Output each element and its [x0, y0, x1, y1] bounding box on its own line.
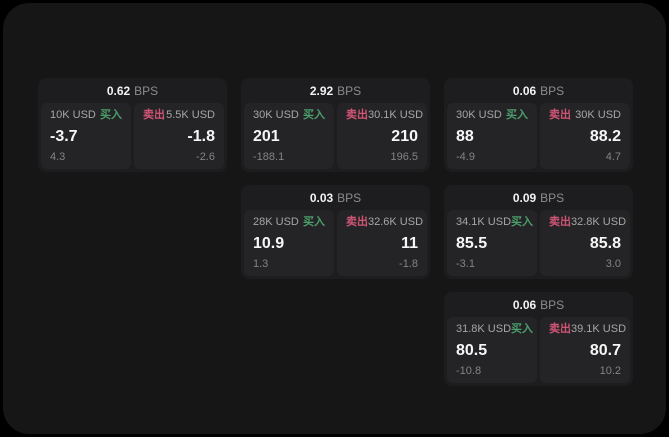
spread-unit: BPS: [134, 83, 159, 98]
buy-size: 28K USD: [253, 216, 299, 228]
buy-side-label: 买入: [303, 216, 325, 228]
sell-price: 88.2: [589, 128, 621, 145]
sell-side-label: 卖出: [346, 216, 368, 228]
sell-side-label: 卖出: [346, 109, 368, 121]
spread-header: 0.03 BPS: [244, 185, 427, 210]
sell-side-label: 卖出: [549, 216, 571, 228]
sell-sub-value: -1.8: [399, 258, 418, 270]
buy-sub-value: 1.3: [253, 258, 269, 270]
buy-panel[interactable]: 34.1K USD 买入 85.5 -3.1: [447, 210, 537, 276]
spread-header: 2.92 BPS: [244, 78, 427, 103]
quote-card: 2.92 BPS 30K USD 买入 201 -188.1 卖出 30.1K …: [241, 78, 430, 172]
sell-sub-value: 4.7: [605, 151, 621, 163]
spread-value: 0.06: [512, 297, 537, 312]
sell-sub-value: 3.0: [605, 258, 621, 270]
sell-price: 210: [391, 128, 418, 145]
spread-header: 0.09 BPS: [447, 185, 630, 210]
sell-panel[interactable]: 卖出 32.6K USD 11 -1.8: [337, 210, 427, 276]
spread-value: 2.92: [309, 83, 334, 98]
sell-panel[interactable]: 卖出 39.1K USD 80.7 10.2: [540, 317, 630, 383]
buy-size: 30K USD: [253, 109, 299, 121]
buy-side-label: 买入: [511, 323, 534, 335]
buy-panel[interactable]: 28K USD 买入 10.9 1.3: [244, 210, 334, 276]
sell-size: 39.1K USD: [571, 323, 627, 335]
sell-price: 80.7: [589, 342, 621, 359]
sell-panel[interactable]: 卖出 30.1K USD 210 196.5: [337, 103, 427, 169]
sell-sub-value: -2.6: [196, 151, 215, 163]
sell-side-label: 卖出: [549, 323, 571, 335]
sell-size: 32.8K USD: [571, 216, 627, 228]
spread-value: 0.62: [106, 83, 131, 98]
buy-size: 34.1K USD: [456, 216, 512, 228]
spread-header: 0.06 BPS: [447, 78, 630, 103]
buy-price: 85.5: [456, 235, 488, 252]
sell-size: 5.5K USD: [166, 109, 215, 121]
quote-card: 0.62 BPS 10K USD 买入 -3.7 4.3 卖出 5.5K USD: [38, 78, 227, 172]
quote-card: 0.06 BPS 31.8K USD 买入 80.5 -10.8 卖出 39.1…: [444, 292, 633, 386]
sell-size: 30K USD: [575, 109, 621, 121]
spread-unit: BPS: [540, 190, 565, 205]
buy-panel[interactable]: 10K USD 买入 -3.7 4.3: [41, 103, 131, 169]
sell-price: 85.8: [589, 235, 621, 252]
buy-side-label: 买入: [303, 109, 325, 121]
sell-side-label: 卖出: [143, 109, 165, 121]
buy-sub-value: -4.9: [456, 151, 475, 163]
buy-side-label: 买入: [506, 109, 528, 121]
spread-header: 0.06 BPS: [447, 292, 630, 317]
buy-side-label: 买入: [511, 216, 534, 228]
sell-panel[interactable]: 卖出 32.8K USD 85.8 3.0: [540, 210, 630, 276]
quote-card: 0.03 BPS 28K USD 买入 10.9 1.3 卖出 32.6K US…: [241, 185, 430, 279]
spread-value: 0.06: [512, 83, 537, 98]
sell-sub-value: 10.2: [599, 365, 621, 377]
buy-panel[interactable]: 30K USD 买入 201 -188.1: [244, 103, 334, 169]
spread-unit: BPS: [540, 83, 565, 98]
buy-panel[interactable]: 31.8K USD 买入 80.5 -10.8: [447, 317, 537, 383]
sell-sub-value: 196.5: [390, 151, 418, 163]
buy-sub-value: 4.3: [50, 151, 66, 163]
buy-sub-value: -3.1: [456, 258, 475, 270]
sell-panel[interactable]: 卖出 5.5K USD -1.8 -2.6: [134, 103, 224, 169]
buy-price: 88: [456, 128, 474, 145]
buy-size: 31.8K USD: [456, 323, 512, 335]
buy-price: 201: [253, 128, 280, 145]
quote-card-grid: 0.62 BPS 10K USD 买入 -3.7 4.3 卖出 5.5K USD: [38, 78, 633, 386]
buy-sub-value: -10.8: [456, 365, 482, 377]
app-window: 0.62 BPS 10K USD 买入 -3.7 4.3 卖出 5.5K USD: [3, 3, 666, 434]
sell-panel[interactable]: 卖出 30K USD 88.2 4.7: [540, 103, 630, 169]
buy-size: 10K USD: [50, 109, 96, 121]
sell-size: 30.1K USD: [368, 109, 424, 121]
buy-panel[interactable]: 30K USD 买入 88 -4.9: [447, 103, 537, 169]
quote-card: 0.09 BPS 34.1K USD 买入 85.5 -3.1 卖出 32.8K…: [444, 185, 633, 279]
buy-price: 10.9: [253, 235, 285, 252]
spread-unit: BPS: [337, 190, 362, 205]
spread-value: 0.03: [309, 190, 334, 205]
buy-sub-value: -188.1: [253, 151, 285, 163]
buy-size: 30K USD: [456, 109, 502, 121]
sell-price: 11: [401, 235, 418, 252]
spread-header: 0.62 BPS: [41, 78, 224, 103]
sell-size: 32.6K USD: [368, 216, 424, 228]
sell-side-label: 卖出: [549, 109, 571, 121]
buy-price: 80.5: [456, 342, 488, 359]
spread-value: 0.09: [512, 190, 537, 205]
sell-price: -1.8: [187, 128, 215, 145]
buy-price: -3.7: [50, 128, 78, 145]
spread-unit: BPS: [337, 83, 362, 98]
quote-card: 0.06 BPS 30K USD 买入 88 -4.9 卖出 30K USD: [444, 78, 633, 172]
spread-unit: BPS: [540, 297, 565, 312]
buy-side-label: 买入: [100, 109, 122, 121]
